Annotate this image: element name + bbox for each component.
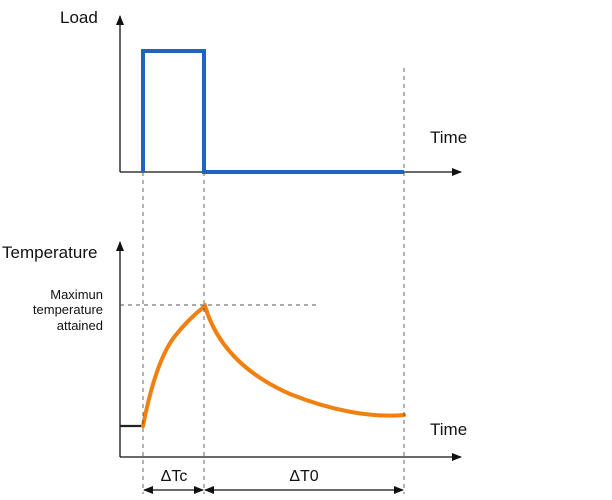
peak-note-line-2: temperature	[33, 302, 103, 317]
peak-temperature-note: Maximun temperature attained	[33, 287, 103, 333]
temperature-time-label: Time	[430, 420, 467, 439]
peak-note-line-3: attained	[57, 318, 103, 333]
temperature-axis-label: Temperature	[2, 243, 97, 262]
load-graph: Load Time	[60, 8, 467, 176]
temperature-curve	[141, 302, 406, 428]
load-axis-label: Load	[60, 8, 98, 27]
load-time-label: Time	[430, 128, 467, 147]
time-guides	[142, 68, 405, 494]
heating-interval-label: ΔTc	[161, 468, 188, 485]
temperature-graph: Temperature Time Maximun temperature att…	[2, 241, 467, 461]
interval-dimensions: ΔTc ΔT0	[143, 468, 404, 494]
peak-note-line-1: Maximun	[50, 287, 103, 302]
load-signal	[141, 49, 404, 174]
cooling-interval-label: ΔT0	[289, 468, 318, 485]
